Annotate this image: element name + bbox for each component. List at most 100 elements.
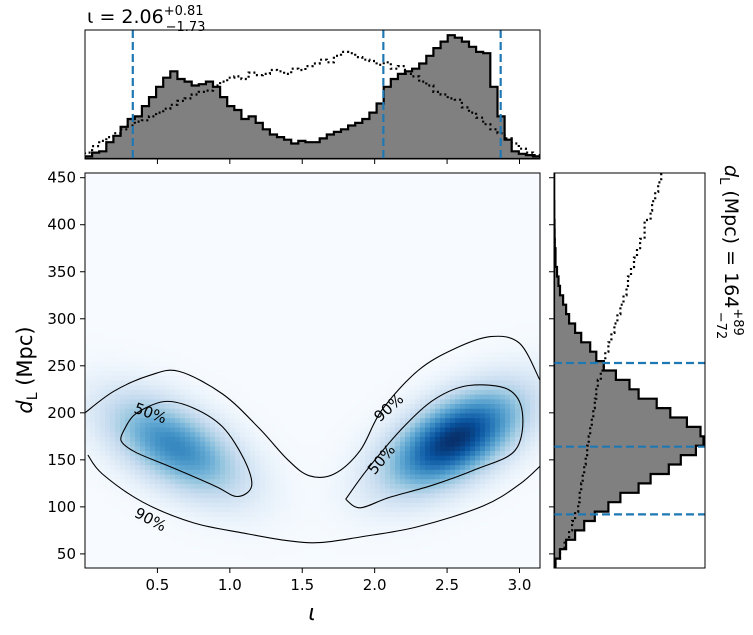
heatmap-cell	[220, 182, 226, 188]
heatmap-cell	[90, 365, 96, 372]
heatmap-cell	[140, 257, 146, 263]
heatmap-cell	[305, 408, 311, 414]
heatmap-cell	[255, 356, 261, 362]
heatmap-cell	[140, 478, 146, 484]
heatmap-cell	[370, 492, 376, 499]
heatmap-cell	[185, 445, 191, 452]
heatmap-cell	[175, 417, 181, 423]
heatmap-cell	[300, 469, 306, 475]
heatmap-cell	[335, 389, 341, 395]
heatmap-cell	[310, 309, 316, 315]
heatmap-cell	[375, 516, 381, 522]
heatmap-cell	[120, 234, 126, 240]
heatmap-cell	[155, 224, 161, 231]
heatmap-cell	[190, 323, 196, 329]
heatmap-cell	[230, 431, 236, 437]
heatmap-cell	[235, 342, 241, 348]
heatmap-cell	[125, 342, 131, 348]
heatmap-cell	[220, 389, 226, 395]
heatmap-cell	[315, 478, 321, 484]
heatmap-cell	[305, 342, 311, 348]
heatmap-cell	[220, 412, 226, 419]
heatmap-cell	[90, 285, 96, 292]
heatmap-cell	[305, 351, 311, 357]
heatmap-cell	[120, 229, 126, 235]
heatmap-cell	[375, 238, 381, 245]
heatmap-cell	[320, 248, 326, 254]
heatmap-cell	[100, 299, 106, 306]
heatmap-cell	[370, 281, 376, 287]
heatmap-cell	[355, 459, 361, 466]
heatmap-cell	[115, 478, 121, 484]
heatmap-cell	[130, 365, 136, 372]
heatmap-cell	[175, 314, 181, 320]
heatmap-cell	[375, 332, 381, 339]
heatmap-cell	[275, 328, 281, 334]
heatmap-cell	[150, 191, 156, 198]
heatmap-cell	[165, 299, 171, 306]
heatmap-cell	[315, 535, 321, 541]
heatmap-cell	[135, 252, 141, 259]
heatmap-cell	[330, 469, 336, 475]
heatmap-cell	[340, 535, 346, 541]
heatmap-cell	[225, 403, 231, 409]
heatmap-cell	[185, 412, 191, 419]
heatmap-cell	[155, 450, 161, 456]
heatmap-cell	[205, 370, 211, 376]
heatmap-cell	[265, 426, 271, 433]
heatmap-cell	[305, 544, 311, 550]
heatmap-cell	[95, 525, 101, 531]
heatmap-cell	[335, 473, 341, 480]
heatmap-cell	[210, 530, 216, 536]
heatmap-cell	[205, 398, 211, 405]
heatmap-cell	[145, 506, 151, 513]
heatmap-cell	[130, 445, 136, 452]
heatmap-cell	[325, 304, 331, 310]
heatmap-cell	[205, 539, 211, 546]
heatmap-cell	[280, 177, 286, 183]
heatmap-cell	[210, 342, 216, 348]
heatmap-cell	[310, 332, 316, 339]
heatmap-cell	[355, 220, 361, 226]
heatmap-cell	[300, 234, 306, 240]
heatmap-cell	[180, 234, 186, 240]
heatmap-cell	[320, 361, 326, 367]
heatmap-cell	[315, 252, 321, 259]
heatmap-cell	[225, 502, 231, 508]
heatmap-cell	[280, 563, 286, 568]
heatmap-cell	[165, 346, 171, 353]
heatmap-cell	[260, 530, 266, 536]
heatmap-cell	[195, 351, 201, 357]
heatmap-cell	[290, 351, 296, 357]
heatmap-cell	[365, 389, 371, 395]
heatmap-cell	[350, 299, 356, 306]
heatmap-cell	[330, 356, 336, 362]
heatmap-cell	[225, 257, 231, 263]
heatmap-cell	[215, 356, 221, 362]
heatmap-cell	[185, 243, 191, 249]
heatmap-cell	[160, 224, 166, 231]
heatmap-cell	[85, 248, 91, 254]
heatmap-cell	[270, 431, 276, 437]
heatmap-cell	[100, 525, 106, 531]
heatmap-cell	[105, 351, 111, 357]
heatmap-cell	[210, 177, 216, 183]
heatmap-cell	[290, 356, 296, 362]
heatmap-cell	[280, 398, 286, 405]
heatmap-cell	[110, 314, 116, 320]
heatmap-cell	[360, 398, 366, 405]
heatmap-cell	[140, 182, 146, 188]
heatmap-cell	[225, 379, 231, 386]
heatmap-cell	[150, 238, 156, 245]
heatmap-cell	[350, 488, 356, 494]
heatmap-cell	[130, 271, 136, 278]
heatmap-cell	[150, 525, 156, 531]
heatmap-cell	[350, 210, 356, 216]
heatmap-cell	[140, 516, 146, 522]
heatmap-cell	[325, 361, 331, 367]
heatmap-cell	[205, 516, 211, 522]
heatmap-cell	[250, 520, 256, 527]
heatmap-cell	[95, 346, 101, 353]
heatmap-cell	[270, 234, 276, 240]
heatmap-cell	[290, 323, 296, 329]
